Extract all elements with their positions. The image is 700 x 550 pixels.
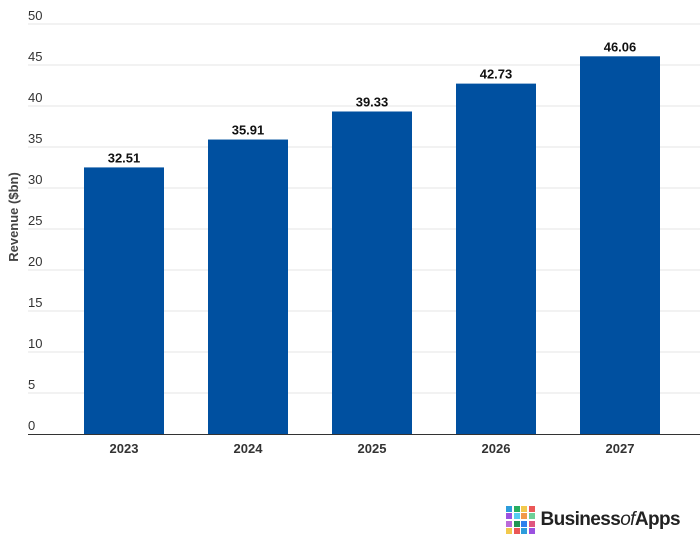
x-tick-label-2027: 2027 xyxy=(606,441,635,456)
x-tick-label-2023: 2023 xyxy=(110,441,139,456)
y-tick-label: 30 xyxy=(28,172,42,187)
logo-tile xyxy=(506,520,512,527)
logo-tile xyxy=(513,513,520,520)
value-label-2023: 32.51 xyxy=(108,150,141,165)
logo-tile xyxy=(528,520,535,527)
logo-tile xyxy=(521,505,527,512)
businessofapps-logo: BusinessofApps xyxy=(506,505,681,535)
x-tick-label-2025: 2025 xyxy=(358,441,387,456)
x-axis-ticks: 2023 2024 2025 2026 2027 xyxy=(110,441,635,456)
logo-tile xyxy=(513,520,520,527)
data-labels: 32.51 35.91 39.33 42.73 46.06 xyxy=(108,39,637,165)
y-tick-label: 35 xyxy=(28,131,42,146)
y-tick-label: 25 xyxy=(28,213,42,228)
logo-tile xyxy=(528,513,535,520)
logo-tile xyxy=(513,528,520,535)
bar-2027 xyxy=(580,56,660,435)
bar-2024 xyxy=(208,139,288,434)
x-tick-label-2026: 2026 xyxy=(482,441,511,456)
logo-tile xyxy=(521,520,527,527)
logo-tile xyxy=(528,528,535,535)
bar-2025 xyxy=(332,111,412,434)
logo-tile xyxy=(506,513,512,520)
y-tick-label: 5 xyxy=(28,377,35,392)
y-tick-label: 50 xyxy=(28,8,42,23)
logo-mosaic-icon xyxy=(506,505,535,535)
x-tick-label-2024: 2024 xyxy=(234,441,264,456)
value-label-2024: 35.91 xyxy=(232,123,265,138)
logo-tile xyxy=(528,505,535,512)
logo-tile xyxy=(521,513,527,520)
logo-tile xyxy=(513,505,520,512)
bar-2026 xyxy=(456,83,536,434)
value-label-2027: 46.06 xyxy=(604,39,637,54)
y-tick-label: 40 xyxy=(28,90,42,105)
logo-tile xyxy=(521,528,527,535)
y-tick-label: 15 xyxy=(28,295,42,310)
bars xyxy=(84,56,660,435)
logo-wordmark: BusinessofApps xyxy=(540,509,681,531)
logo-tile xyxy=(506,528,512,535)
logo-text-apps: Apps xyxy=(634,509,681,530)
y-tick-label: 10 xyxy=(28,336,42,351)
logo-tile xyxy=(506,505,512,512)
bar-2023 xyxy=(84,167,164,434)
y-tick-label: 0 xyxy=(28,418,35,433)
y-tick-label: 45 xyxy=(28,49,42,64)
value-label-2026: 42.73 xyxy=(480,67,513,82)
y-axis-ticks: 0 5 10 15 20 25 30 35 40 45 50 xyxy=(28,8,42,433)
y-axis-title: Revenue ($bn) xyxy=(6,172,21,262)
value-label-2025: 39.33 xyxy=(356,94,389,109)
y-tick-label: 20 xyxy=(28,254,42,269)
logo-text-of: of xyxy=(620,509,635,530)
logo-text-business: Business xyxy=(540,509,621,530)
